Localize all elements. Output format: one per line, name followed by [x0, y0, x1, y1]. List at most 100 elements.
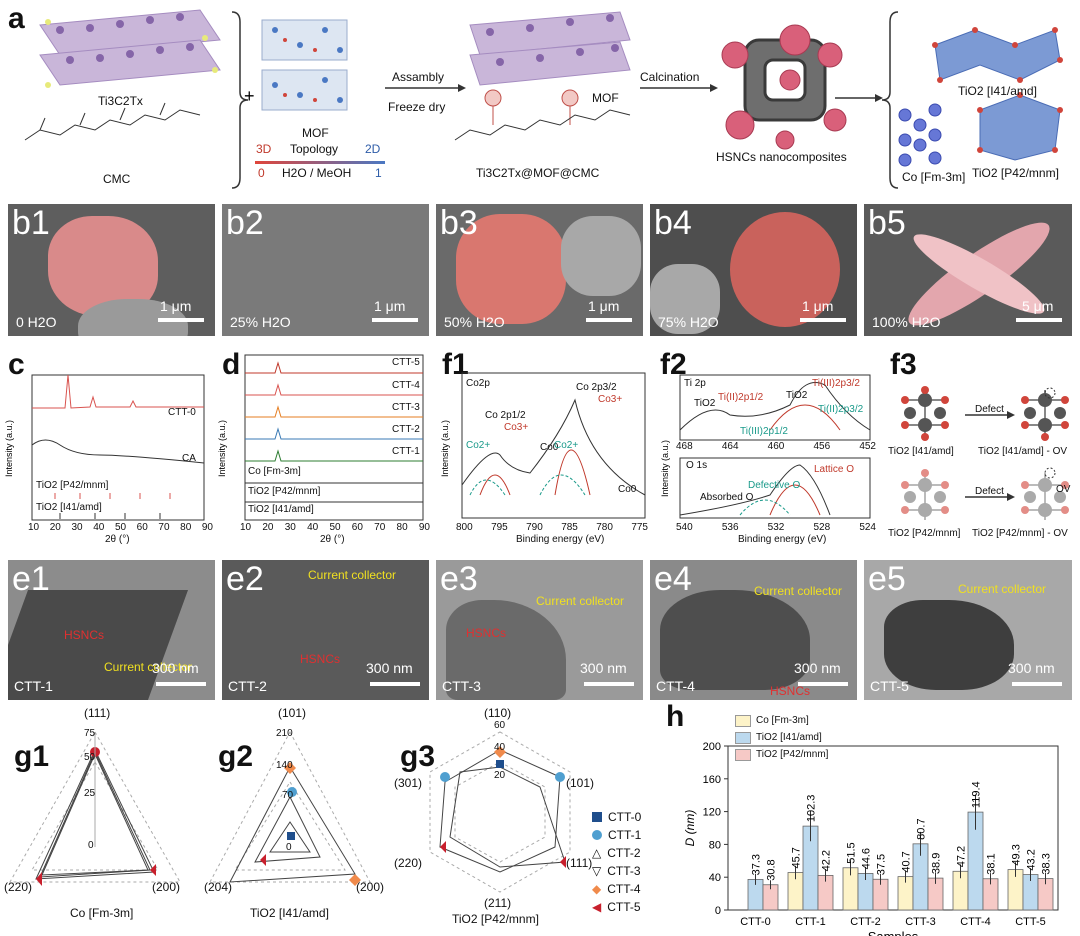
sem-label-b5: b5 [868, 204, 906, 242]
xps-f1-xticks: 800 795 790 785 780 775 [456, 522, 648, 533]
curve-label-ca: CA [182, 453, 196, 464]
swatch-icon [735, 748, 751, 761]
tem-image-e2: e2 Current collector HSNCs CTT-2 300 nm [222, 560, 429, 700]
xps-f2-ti-title: Ti 2p [684, 378, 706, 389]
triangle-icon: △ [592, 846, 602, 860]
xps-chart-f1: Intensity (a.u.) [440, 372, 646, 519]
data-label: 40.7 [901, 851, 913, 872]
tem-tag-collector-e3: Current collector [536, 594, 625, 608]
x-tick-label: CTT-5 [1015, 916, 1046, 928]
tem-image-e5: e5 Current collector CTT-5 300 nm [864, 560, 1072, 700]
curve-label-ctt-4: CTT-4 [392, 380, 420, 391]
scale-bar [586, 318, 632, 322]
xps-label-co3-a: Co3+ [504, 422, 529, 433]
legend-item: ▽ CTT-3 [592, 862, 672, 880]
composite-structure [454, 11, 631, 141]
curve-ca [31, 439, 205, 464]
g1-phase: Co [Fm-3m] [70, 906, 134, 920]
tio2-p42-crystal [977, 92, 1063, 161]
xrd-c-xticks: 10 20 30 40 50 60 70 80 90 [28, 522, 213, 533]
legend-item: △ CTT-2 [592, 844, 672, 862]
defect-label-top: Defect [975, 404, 1004, 415]
scale-bar [798, 682, 848, 686]
data-label: 37.5 [876, 854, 888, 875]
curve-ctt-3 [245, 405, 423, 418]
ref-label-i41-d: TiO2 [I41/amd] [248, 504, 314, 515]
legend-label: TiO2 [P42/mnm] [756, 749, 829, 760]
mof-label: MOF [302, 126, 329, 140]
xps-f1-ylabel: Intensity (a.u.) [440, 420, 450, 477]
bar-chart-h: 0 40 80 120 160 200 D (nm) CTT-0 37.3 30.8 CTT-1 45… [683, 741, 1059, 936]
tio2-i41-label: TiO2 [I41/amd] [958, 84, 1037, 98]
xps-label-tio2-b: TiO2 [786, 390, 808, 401]
freeze-dry-label: Freeze dry [388, 100, 446, 114]
data-label: 49.3 [1011, 844, 1023, 865]
xps-chart-f2: Intensity (a.u.) [660, 374, 871, 519]
x-tick-label: CTT-0 [740, 916, 771, 928]
data-label: 38.9 [931, 853, 943, 874]
f3-label-p42-ov: TiO2 [P42/mnm] - OV [972, 528, 1068, 539]
g3-axis-301: (301) [394, 776, 423, 790]
tem-tag-hsncs-e3: HSNCs [466, 626, 507, 640]
g1-tick-75: 75 [84, 728, 96, 739]
plot-frame [727, 745, 1059, 911]
data-label: 42.2 [821, 850, 833, 871]
xps-f2-o-title: O 1s [686, 460, 708, 471]
scale-bar [158, 318, 204, 322]
xps-label-co2-a: Co2+ [466, 440, 491, 451]
g2-tick-210: 210 [276, 728, 293, 739]
xps-co-envelope [461, 398, 646, 496]
xrd-c-xlabel: 2θ (°) [105, 534, 130, 545]
scale-bar [156, 682, 206, 686]
crystal-p42 [901, 469, 949, 520]
cmc-label: CMC [103, 172, 131, 186]
tem-scale-e2: 300 nm [366, 660, 413, 676]
assembly-label: Assambly [392, 70, 445, 84]
ov-label: OV [1056, 484, 1071, 495]
square-icon [592, 812, 602, 822]
legend-item: TiO2 [P42/mnm] [735, 746, 845, 763]
radar-chart-g3 [429, 731, 571, 893]
f3-label-i41-ov: TiO2 [I41/amd] - OV [978, 446, 1068, 457]
tem-sample-e1: CTT-1 [14, 678, 53, 694]
data-label: 44.6 [861, 848, 873, 869]
g3-tick-20: 20 [494, 770, 506, 781]
legend-label: CTT-1 [608, 828, 642, 842]
legend-item: Co [Fm-3m] [735, 712, 845, 729]
panel-label-d: d [222, 348, 241, 381]
tem-tag-hsncs-e2: HSNCs [300, 652, 341, 666]
y-tick-label: 40 [709, 872, 721, 884]
radar-chart-g1 [9, 730, 181, 886]
sem-condition-b1: 0 H2O [16, 314, 57, 330]
xps-f2-ylabel: Intensity (a.u.) [660, 440, 670, 497]
g1-tick-25: 25 [84, 788, 96, 799]
xrd-c-ylabel: Intensity (a.u.) [4, 420, 14, 477]
g2-tick-70: 70 [282, 790, 294, 801]
tem-label-e3: e3 [440, 560, 478, 598]
panel-label-a: a [8, 2, 25, 35]
xps-label-defective-o: Defective O [748, 480, 801, 491]
tem-label-e2: e2 [226, 560, 264, 598]
g2-tick-0: 0 [286, 842, 292, 853]
sem-image-b4: b4 75% H2O 1 μm [650, 204, 857, 336]
defect-label-bottom: Defect [975, 486, 1004, 497]
mxene-label: Ti3C2Tx [98, 94, 143, 108]
sem-condition-b2: 25% H2O [230, 314, 291, 330]
circle-icon [592, 830, 602, 840]
g1-tick-50: 50 [84, 752, 96, 763]
xps-f2-o-xticks: 540 536 532 528 524 [676, 522, 876, 533]
ref-label-co: Co [Fm-3m] [248, 466, 301, 477]
radar-legend: CTT-0 CTT-1 △ CTT-2 ▽ CTT-3 ◆ CTT-4 ◀ CT… [592, 808, 672, 916]
g2-axis-101: (101) [278, 706, 307, 720]
tem-tag-hsncs-e1: HSNCs [64, 628, 105, 642]
g3-tick-40: 40 [494, 742, 506, 753]
legend-label: CTT-3 [607, 864, 641, 878]
sem-condition-b4: 75% H2O [658, 314, 719, 330]
legend-label: CTT-5 [607, 900, 641, 914]
mxene-structure [39, 9, 221, 88]
tio2-i41-crystal [932, 27, 1063, 83]
xps-label-co2p32: Co 2p3/2 [576, 382, 617, 393]
svg-text:+: + [244, 86, 255, 106]
g1-tick-0: 0 [88, 840, 94, 851]
curve-ctt-5 [245, 361, 423, 374]
